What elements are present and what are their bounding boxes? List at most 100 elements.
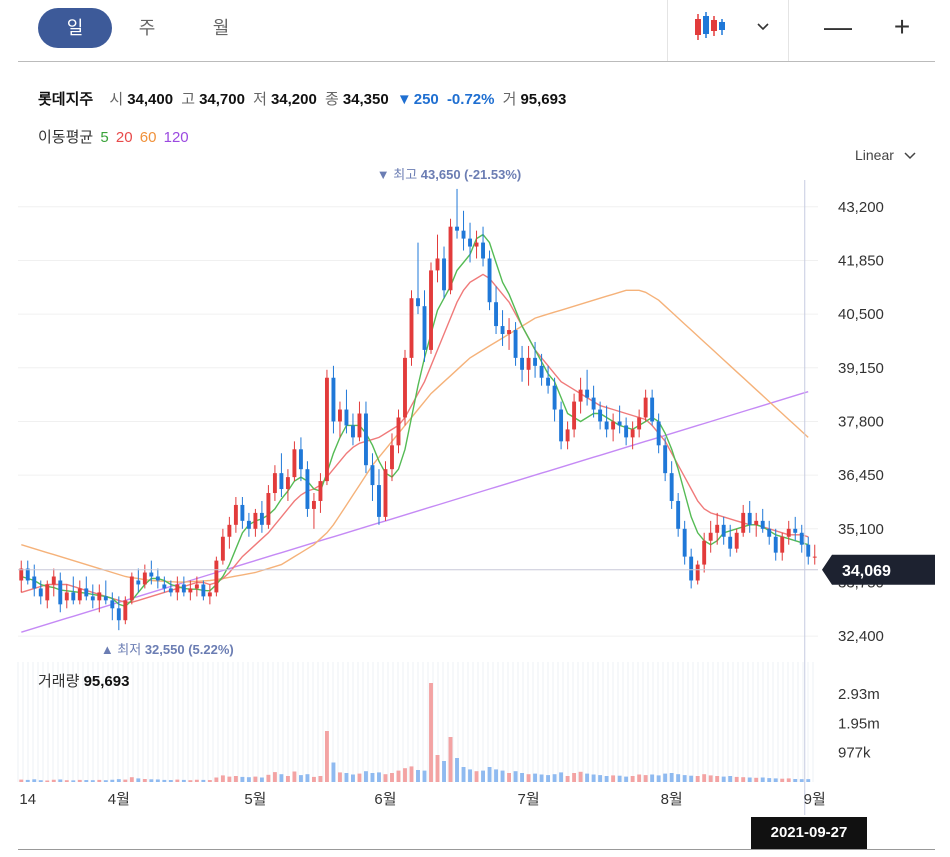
candle-body xyxy=(578,389,583,402)
volume-bar xyxy=(767,778,772,782)
candle-body xyxy=(344,409,349,426)
candle-body xyxy=(747,512,752,525)
volume-bar xyxy=(429,683,433,782)
ma20-legend[interactable]: 20 xyxy=(115,129,133,146)
candle xyxy=(129,572,134,605)
volume-bar xyxy=(715,776,720,782)
volume-bar xyxy=(357,773,362,782)
volume-bar xyxy=(84,780,89,782)
scale-label: Linear xyxy=(855,147,894,163)
candle xyxy=(285,469,290,501)
candle-body xyxy=(429,270,433,350)
candle-body xyxy=(682,528,687,557)
candle-body xyxy=(285,477,290,490)
candle-body xyxy=(272,473,277,494)
low-label: 저 xyxy=(253,91,267,108)
volume-bar xyxy=(565,776,570,782)
candle-body xyxy=(780,536,785,553)
candle-body xyxy=(546,377,551,386)
candle xyxy=(494,286,498,335)
candle-body xyxy=(259,512,264,525)
volume-bar xyxy=(526,774,531,782)
scale-select[interactable]: Linear xyxy=(855,147,916,163)
candle xyxy=(507,318,512,350)
candle xyxy=(682,520,687,565)
tab-daily[interactable]: 일 xyxy=(38,8,112,48)
candle-body xyxy=(773,536,778,553)
candle-body xyxy=(435,258,440,271)
candle-body xyxy=(448,226,453,291)
candle xyxy=(136,568,141,593)
candle-body xyxy=(799,532,804,545)
change-arrow: ▼ xyxy=(396,91,412,108)
candle xyxy=(338,401,342,438)
candle-body xyxy=(520,357,525,370)
tab-weekly[interactable]: 주 xyxy=(138,18,156,38)
candle xyxy=(45,580,50,609)
volume-bar xyxy=(364,771,368,782)
zoom-out-button[interactable]: — xyxy=(824,11,852,42)
candle xyxy=(292,441,297,482)
volume-bar xyxy=(468,769,472,782)
volume-bar xyxy=(624,776,629,782)
candle xyxy=(409,290,414,366)
volume-bar xyxy=(695,776,700,782)
candle-body xyxy=(279,473,284,490)
candle-body xyxy=(383,469,388,517)
volume-bar xyxy=(728,776,733,782)
volume-bar xyxy=(806,779,811,782)
candle xyxy=(468,222,472,263)
volume-bar xyxy=(422,770,427,782)
candlestick-icon[interactable] xyxy=(686,10,734,44)
candle-body xyxy=(103,596,108,601)
ma60-legend[interactable]: 60 xyxy=(139,129,157,146)
candle xyxy=(38,580,43,605)
candle-body xyxy=(552,385,557,410)
volume-bar xyxy=(71,780,76,782)
volume-bar xyxy=(559,772,564,782)
volume-bar xyxy=(201,779,206,782)
candle-body xyxy=(526,357,531,370)
tab-monthly[interactable]: 월 xyxy=(212,18,230,38)
ma5-legend[interactable]: 5 xyxy=(100,129,109,146)
chevron-down-icon[interactable] xyxy=(750,10,776,44)
toolbar-separator xyxy=(788,0,789,62)
candle xyxy=(188,580,193,601)
candle-body xyxy=(25,568,30,581)
candle xyxy=(233,497,238,533)
open-value: 34,400 xyxy=(127,91,174,108)
zoom-in-button[interactable]: + xyxy=(893,11,911,42)
candle xyxy=(715,512,720,545)
candle xyxy=(246,512,251,537)
candle xyxy=(598,401,603,430)
volume-bar xyxy=(533,773,538,782)
candle xyxy=(103,580,108,605)
volume-bar xyxy=(116,779,121,782)
candle-body xyxy=(292,449,297,478)
candle xyxy=(58,572,63,613)
volume-bar xyxy=(507,773,512,782)
candle xyxy=(578,377,583,414)
quote-summary: 롯데지주 시 34,400 고 34,700 저 34,200 종 34,350 ▼ 25… xyxy=(38,88,570,109)
candle xyxy=(708,520,713,553)
ma60-line xyxy=(21,289,809,583)
candle-body xyxy=(201,584,206,597)
candle-body xyxy=(181,584,186,593)
candle xyxy=(455,188,459,239)
x-tick-label: 14 xyxy=(19,791,36,808)
close-label: 종 xyxy=(325,91,339,108)
x-tick-label: 9월 xyxy=(804,791,826,808)
candle xyxy=(572,393,577,438)
volume-bar xyxy=(487,767,492,782)
volume-bar xyxy=(617,775,622,782)
volume-bar xyxy=(461,767,466,782)
candle xyxy=(279,453,284,497)
candle-body xyxy=(188,588,193,593)
candle xyxy=(162,576,167,593)
ma120-legend[interactable]: 120 xyxy=(163,129,189,146)
candle-body xyxy=(669,473,674,501)
candle-body xyxy=(168,588,173,593)
candle xyxy=(71,576,76,605)
volume-tick-label: 1.95m xyxy=(838,716,880,733)
